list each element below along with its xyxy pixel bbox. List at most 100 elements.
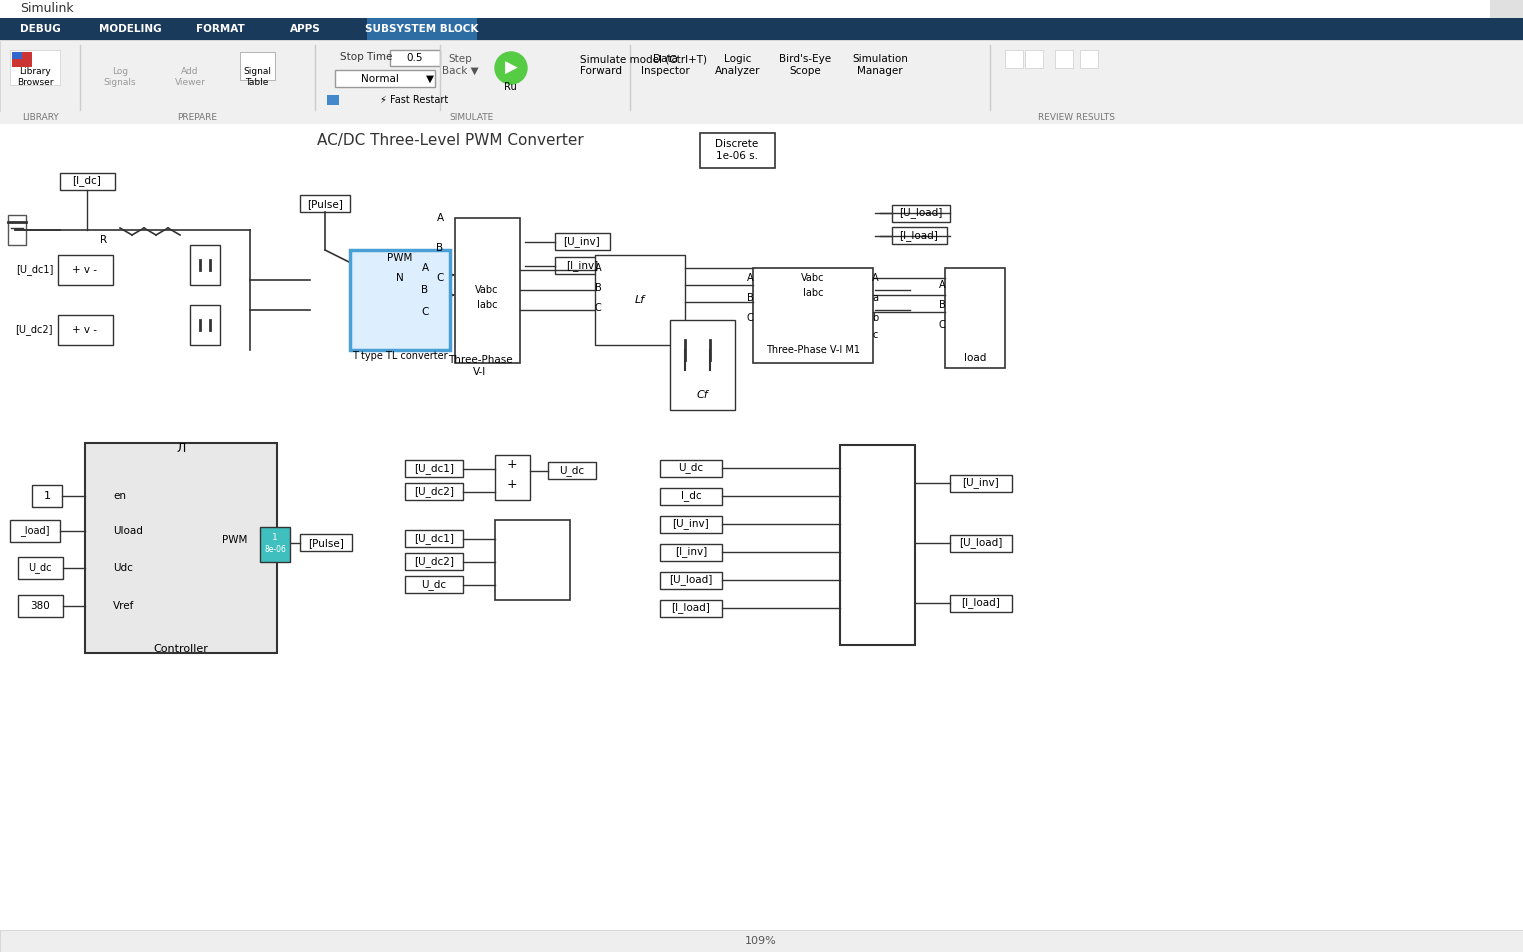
Text: I_dc: I_dc bbox=[681, 490, 701, 502]
Text: + v -: + v - bbox=[73, 325, 97, 335]
Text: [U_dc2]: [U_dc2] bbox=[15, 325, 53, 335]
Bar bbox=[85, 443, 277, 653]
Text: [U_dc1]: [U_dc1] bbox=[414, 464, 454, 474]
Text: R: R bbox=[101, 235, 107, 245]
Bar bbox=[0, 0, 1523, 18]
Bar bbox=[701, 133, 775, 168]
Bar bbox=[659, 516, 722, 533]
Text: A: A bbox=[938, 280, 946, 290]
Bar bbox=[405, 483, 463, 500]
Bar bbox=[405, 553, 463, 570]
Bar bbox=[315, 112, 631, 124]
Text: N: N bbox=[396, 273, 404, 283]
Text: [U_dc2]: [U_dc2] bbox=[414, 486, 454, 498]
Bar bbox=[18, 557, 62, 579]
Text: Logic
Analyzer: Logic Analyzer bbox=[716, 54, 762, 76]
Text: A: A bbox=[437, 213, 443, 223]
Text: Iabc: Iabc bbox=[803, 288, 824, 298]
Text: + v -: + v - bbox=[73, 265, 97, 275]
Text: [Pulse]: [Pulse] bbox=[308, 199, 343, 209]
Text: [U_load]: [U_load] bbox=[959, 538, 1002, 548]
Text: Three-Phase
V-I: Three-Phase V-I bbox=[448, 355, 512, 377]
Text: [U_inv]: [U_inv] bbox=[673, 519, 710, 529]
Bar bbox=[659, 600, 722, 617]
Bar bbox=[548, 462, 595, 479]
Text: Л: Л bbox=[177, 442, 186, 454]
Bar bbox=[59, 173, 116, 190]
Text: PWM: PWM bbox=[387, 253, 413, 263]
Bar bbox=[327, 95, 340, 105]
Text: [U_dc1]: [U_dc1] bbox=[15, 265, 53, 275]
Text: REVIEW RESULTS: REVIEW RESULTS bbox=[1039, 113, 1115, 123]
Text: FORMAT: FORMAT bbox=[195, 24, 244, 34]
Text: Simulation
Manager: Simulation Manager bbox=[851, 54, 908, 76]
Bar bbox=[1489, 0, 1523, 18]
Text: U_dc: U_dc bbox=[422, 580, 446, 590]
Bar bbox=[12, 52, 21, 59]
Text: Uload: Uload bbox=[113, 526, 143, 536]
Bar bbox=[32, 485, 62, 507]
Text: Stop Time: Stop Time bbox=[340, 52, 393, 62]
Text: U_dc: U_dc bbox=[29, 563, 52, 573]
Text: [I_inv]: [I_inv] bbox=[675, 546, 707, 558]
Bar bbox=[11, 50, 59, 85]
Bar bbox=[300, 534, 352, 551]
Bar bbox=[950, 535, 1011, 552]
Bar bbox=[495, 455, 530, 500]
Text: B: B bbox=[938, 300, 946, 310]
Text: load: load bbox=[964, 353, 987, 363]
Text: Vref: Vref bbox=[113, 601, 134, 611]
Bar bbox=[0, 40, 1523, 115]
Bar bbox=[260, 527, 289, 562]
Bar bbox=[1005, 50, 1023, 68]
Bar bbox=[405, 460, 463, 477]
Text: B: B bbox=[594, 283, 602, 293]
Text: a: a bbox=[873, 293, 877, 303]
Text: [I_load]: [I_load] bbox=[900, 230, 938, 242]
Bar bbox=[405, 576, 463, 593]
Bar bbox=[752, 268, 873, 363]
Bar bbox=[11, 520, 59, 542]
Text: ▶: ▶ bbox=[504, 59, 518, 77]
Bar bbox=[0, 18, 1523, 40]
Text: C: C bbox=[746, 313, 754, 323]
Text: A: A bbox=[594, 263, 602, 273]
Bar bbox=[659, 488, 722, 505]
Bar bbox=[892, 227, 947, 244]
Bar bbox=[1080, 50, 1098, 68]
Text: C: C bbox=[594, 303, 602, 313]
Bar bbox=[0, 930, 1523, 952]
Bar bbox=[670, 320, 736, 410]
Text: A: A bbox=[746, 273, 754, 283]
Text: DEBUG: DEBUG bbox=[20, 24, 61, 34]
Text: [U_load]: [U_load] bbox=[899, 208, 943, 218]
Text: 1: 1 bbox=[273, 533, 277, 543]
Bar bbox=[81, 112, 315, 124]
Text: [I_load]: [I_load] bbox=[961, 598, 1001, 608]
Text: B: B bbox=[746, 293, 754, 303]
Text: Vabc: Vabc bbox=[801, 273, 825, 283]
Text: U_dc: U_dc bbox=[559, 466, 585, 476]
Bar bbox=[1025, 50, 1043, 68]
Text: Data
Inspector: Data Inspector bbox=[641, 54, 690, 76]
Text: 109%: 109% bbox=[745, 936, 777, 946]
Bar bbox=[841, 445, 915, 645]
Bar bbox=[190, 245, 219, 285]
Text: LIBRARY: LIBRARY bbox=[21, 113, 58, 123]
Text: AC/DC Three-Level PWM Converter: AC/DC Three-Level PWM Converter bbox=[317, 132, 583, 148]
Bar bbox=[0, 112, 81, 124]
Text: C: C bbox=[436, 273, 443, 283]
Text: SIMULATE: SIMULATE bbox=[449, 113, 493, 123]
Text: Step
Back ▼: Step Back ▼ bbox=[442, 54, 478, 76]
Text: Library
Browser: Library Browser bbox=[17, 68, 53, 87]
Text: [I_dc]: [I_dc] bbox=[73, 175, 102, 187]
Text: c: c bbox=[873, 330, 877, 340]
Bar bbox=[631, 112, 1523, 124]
Text: C: C bbox=[422, 307, 428, 317]
Text: [U_dc1]: [U_dc1] bbox=[414, 533, 454, 545]
Bar bbox=[892, 205, 950, 222]
Bar bbox=[58, 255, 113, 285]
Text: _load]: _load] bbox=[20, 526, 50, 537]
Text: Bird's-Eye
Scope: Bird's-Eye Scope bbox=[778, 54, 832, 76]
Text: Lf: Lf bbox=[635, 295, 646, 305]
